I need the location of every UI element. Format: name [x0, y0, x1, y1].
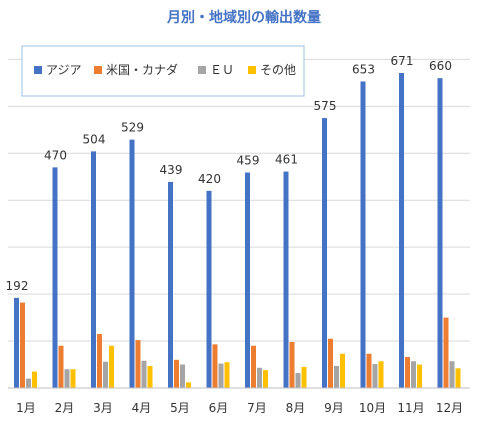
bar-2-2 — [58, 345, 64, 388]
bar-4-1 — [32, 371, 37, 388]
x-tick-label: 10月 — [359, 401, 386, 415]
bar-1-4 — [129, 139, 135, 388]
data-label: 439 — [160, 163, 183, 177]
bar-4-11 — [417, 364, 422, 388]
x-tick-label: 1月 — [16, 401, 36, 415]
bar-3-12 — [449, 361, 455, 388]
x-tick-label: 6月 — [209, 401, 229, 415]
bar-1-5 — [168, 181, 173, 388]
bar-2-4 — [135, 340, 141, 388]
bar-1-9 — [322, 118, 327, 388]
x-tick-label: 12月 — [436, 401, 463, 415]
bar-3-7 — [257, 367, 262, 388]
bar-3-10 — [372, 364, 378, 388]
x-tick-label: 11月 — [397, 401, 424, 415]
chart-title: 月別・地域別の輸出数量 — [166, 9, 321, 26]
bar-2-10 — [366, 353, 372, 388]
bar-2-5 — [174, 359, 179, 388]
data-label: 470 — [44, 148, 67, 162]
x-tick-label: 2月 — [55, 401, 75, 415]
data-label: 192 — [6, 279, 29, 293]
x-axis: 1月 2月 3月 4月 5月 6月 7月 8月 9月 10月 11月 12月 — [8, 387, 470, 415]
legend: アジア 米国・カナダ ＥＵ その他 — [21, 45, 305, 97]
bar-2-1 — [20, 302, 25, 388]
bar-1-8 — [283, 171, 289, 388]
legend-swatch — [248, 66, 256, 74]
x-tick-label: 9月 — [324, 401, 344, 415]
data-label: 459 — [237, 154, 260, 168]
bars — [14, 73, 461, 389]
bar-1-1 — [14, 297, 19, 388]
bar-4-9 — [340, 353, 345, 388]
bar-2-6 — [212, 344, 218, 388]
bar-3-1 — [26, 378, 31, 388]
bar-1-2 — [52, 167, 58, 388]
bar-3-6 — [218, 363, 224, 388]
x-tick-label: 5月 — [170, 401, 190, 415]
bar-2-8 — [289, 341, 295, 388]
bar-3-3 — [103, 361, 108, 388]
bar-1-7 — [245, 172, 250, 388]
legend-box — [21, 45, 305, 97]
legend-swatch — [34, 66, 42, 74]
bar-1-12 — [437, 78, 443, 389]
legend-label: その他 — [260, 63, 296, 77]
bar-3-9 — [334, 365, 339, 388]
bar-4-7 — [263, 370, 268, 388]
bar-4-10 — [378, 361, 384, 388]
x-tick-label: 8月 — [286, 401, 306, 415]
data-label: 671 — [391, 54, 414, 68]
bar-2-7 — [251, 345, 256, 388]
bar-3-5 — [180, 364, 185, 388]
data-label: 504 — [83, 132, 106, 146]
x-tick-label: 3月 — [93, 401, 113, 415]
legend-label: アジア — [46, 63, 82, 77]
legend-swatch — [198, 66, 206, 74]
bar-4-2 — [70, 369, 76, 388]
bar-1-11 — [399, 73, 404, 388]
legend-swatch — [94, 66, 102, 74]
bar-2-12 — [443, 317, 449, 388]
bar-4-6 — [224, 362, 230, 388]
bar-3-4 — [141, 360, 147, 388]
bar-3-11 — [411, 361, 416, 388]
bar-1-6 — [206, 190, 212, 388]
bar-4-4 — [147, 365, 153, 388]
bar-4-5 — [186, 382, 191, 388]
bar-2-9 — [328, 338, 333, 388]
legend-label: 米国・カナダ — [106, 62, 178, 77]
bar-1-10 — [360, 81, 366, 389]
data-labels: 192 470 504 529 439 420 459 461 575 653 671 660 — [6, 54, 452, 293]
bar-4-3 — [109, 345, 114, 388]
bar-1-3 — [91, 151, 96, 388]
data-label: 660 — [429, 59, 452, 73]
data-label: 420 — [198, 172, 221, 186]
bar-4-12 — [455, 368, 461, 388]
data-label: 575 — [314, 99, 337, 113]
data-label: 653 — [352, 62, 375, 76]
x-tick-label: 4月 — [132, 401, 152, 415]
legend-label: ＥＵ — [210, 63, 234, 77]
bar-2-11 — [405, 357, 410, 388]
bar-3-2 — [64, 369, 70, 388]
bar-3-8 — [295, 372, 301, 388]
bar-4-8 — [301, 366, 307, 388]
x-tick-label: 7月 — [247, 401, 267, 415]
data-label: 461 — [275, 153, 298, 167]
data-label: 529 — [121, 121, 144, 135]
bar-2-3 — [97, 334, 102, 388]
